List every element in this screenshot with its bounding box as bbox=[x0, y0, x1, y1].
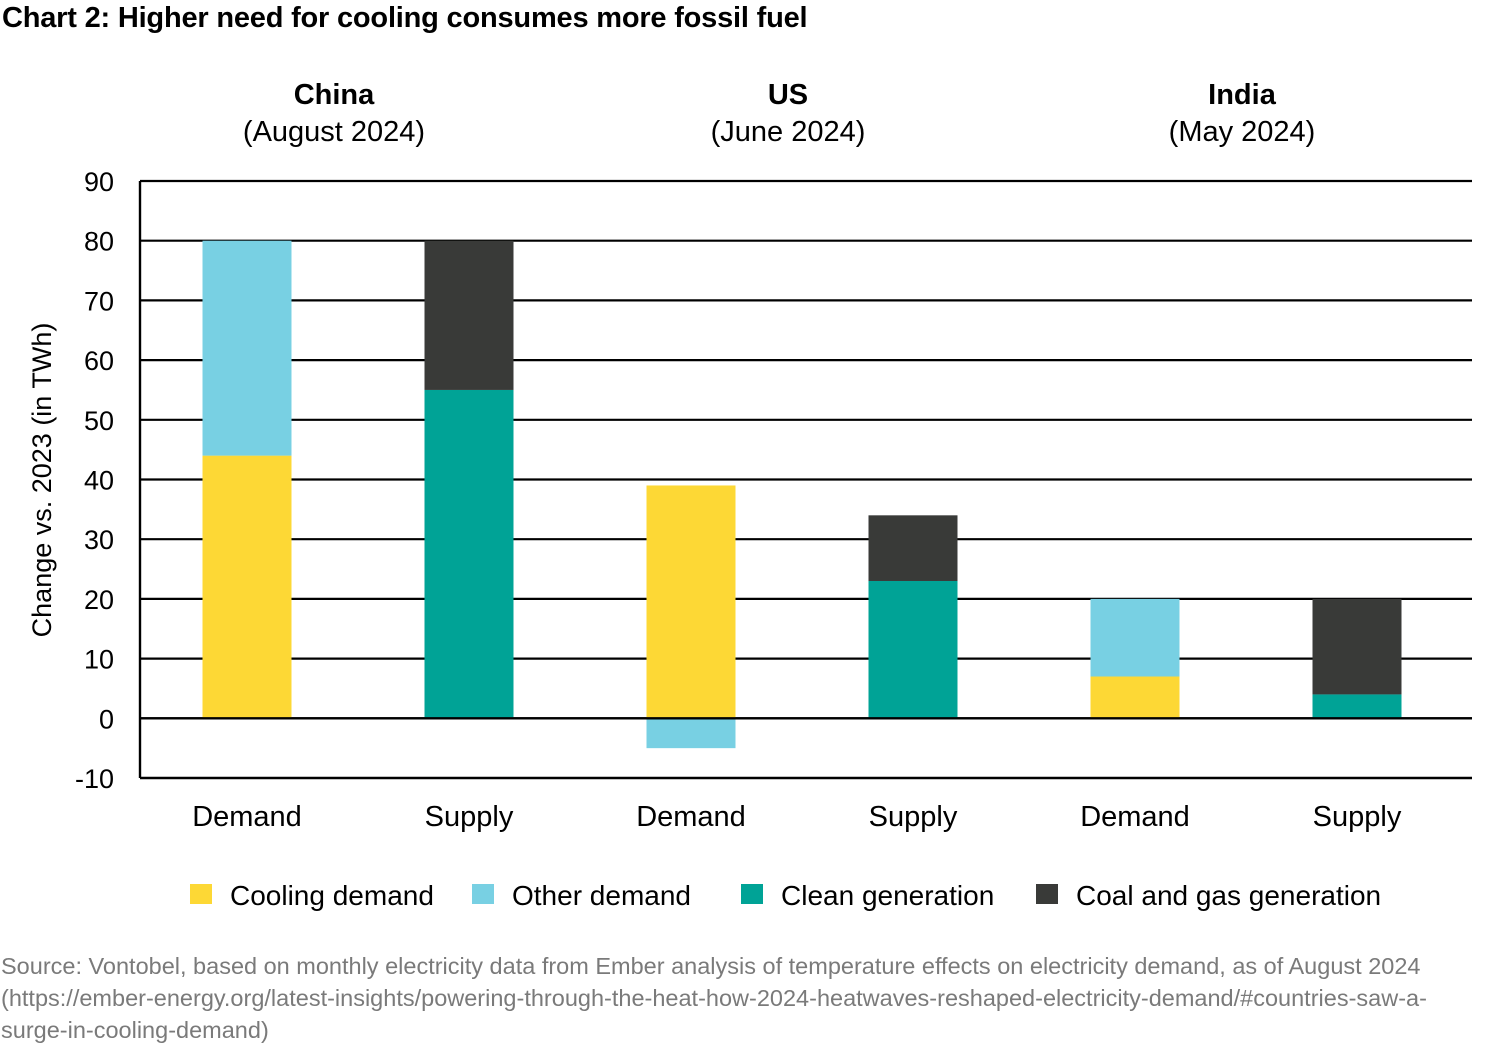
y-tick-label: 70 bbox=[84, 286, 114, 316]
y-tick-labels: 90 80 70 60 50 40 30 20 10 0 -10 bbox=[75, 167, 114, 794]
bar-segment-cooling-demand bbox=[1090, 676, 1180, 719]
x-tick-label: Demand bbox=[1080, 801, 1190, 833]
legend-label-other-demand: Other demand bbox=[512, 880, 691, 911]
x-tick-label: Demand bbox=[192, 801, 302, 833]
y-tick-label: 20 bbox=[84, 585, 114, 615]
bar-segment-cooling-demand bbox=[202, 455, 292, 719]
legend-swatch-coal-and-gas-generation bbox=[1036, 884, 1058, 904]
legend-swatch-cooling-demand bbox=[190, 884, 212, 904]
bar-segment-other-demand bbox=[646, 718, 736, 749]
bars bbox=[202, 240, 1402, 749]
y-tick-label: 30 bbox=[84, 525, 114, 555]
x-tick-label: Supply bbox=[869, 801, 958, 833]
group-country-label: China bbox=[294, 79, 375, 111]
y-tick-label: 40 bbox=[84, 466, 114, 496]
gridlines bbox=[140, 179, 1472, 720]
x-tick-labels: Demand Supply Demand Supply Demand Supply bbox=[192, 801, 1402, 833]
legend-label-coal-and-gas-generation: Coal and gas generation bbox=[1076, 880, 1381, 911]
y-tick-label: 60 bbox=[84, 346, 114, 376]
axes bbox=[138, 181, 1472, 780]
group-period-label: (June 2024) bbox=[711, 116, 866, 148]
y-tick-label: 10 bbox=[84, 645, 114, 675]
group-headers: China (August 2024) US (June 2024) India (May… bbox=[243, 79, 1315, 148]
group-period-label: (May 2024) bbox=[1169, 116, 1316, 148]
x-tick-label: Supply bbox=[425, 801, 514, 833]
y-tick-label: 80 bbox=[84, 227, 114, 257]
group-country-label: US bbox=[768, 79, 808, 111]
y-tick-label: -10 bbox=[75, 764, 114, 794]
x-tick-label: Demand bbox=[636, 801, 746, 833]
chart-title: Chart 2: Higher need for cooling consume… bbox=[2, 2, 808, 34]
legend-label-cooling-demand: Cooling demand bbox=[230, 880, 434, 911]
legend: Cooling demand Other demand Clean generati… bbox=[190, 880, 1381, 911]
bar-segment-coal-and-gas-generation bbox=[868, 515, 958, 581]
bar-segment-cooling-demand bbox=[646, 485, 736, 719]
bar-segment-other-demand bbox=[202, 240, 292, 456]
bar-segment-clean-generation bbox=[1312, 694, 1402, 719]
bar-segment-other-demand bbox=[1090, 598, 1180, 677]
bar-segment-coal-and-gas-generation bbox=[424, 240, 514, 390]
legend-swatch-other-demand bbox=[472, 884, 494, 904]
x-tick-label: Supply bbox=[1313, 801, 1402, 833]
y-tick-label: 0 bbox=[99, 704, 114, 734]
bar-segment-clean-generation bbox=[868, 580, 958, 719]
group-country-label: India bbox=[1208, 79, 1277, 111]
y-axis-label: Change vs. 2023 (in TWh) bbox=[27, 323, 57, 638]
bar-segment-clean-generation bbox=[424, 389, 514, 719]
y-tick-label: 50 bbox=[84, 406, 114, 436]
source-note: Source: Vontobel, based on monthly elect… bbox=[1, 953, 1427, 1043]
legend-label-clean-generation: Clean generation bbox=[781, 880, 994, 911]
legend-swatch-clean-generation bbox=[741, 884, 763, 904]
bar-segment-coal-and-gas-generation bbox=[1312, 598, 1402, 695]
group-period-label: (August 2024) bbox=[243, 116, 425, 148]
y-tick-label: 90 bbox=[84, 167, 114, 197]
